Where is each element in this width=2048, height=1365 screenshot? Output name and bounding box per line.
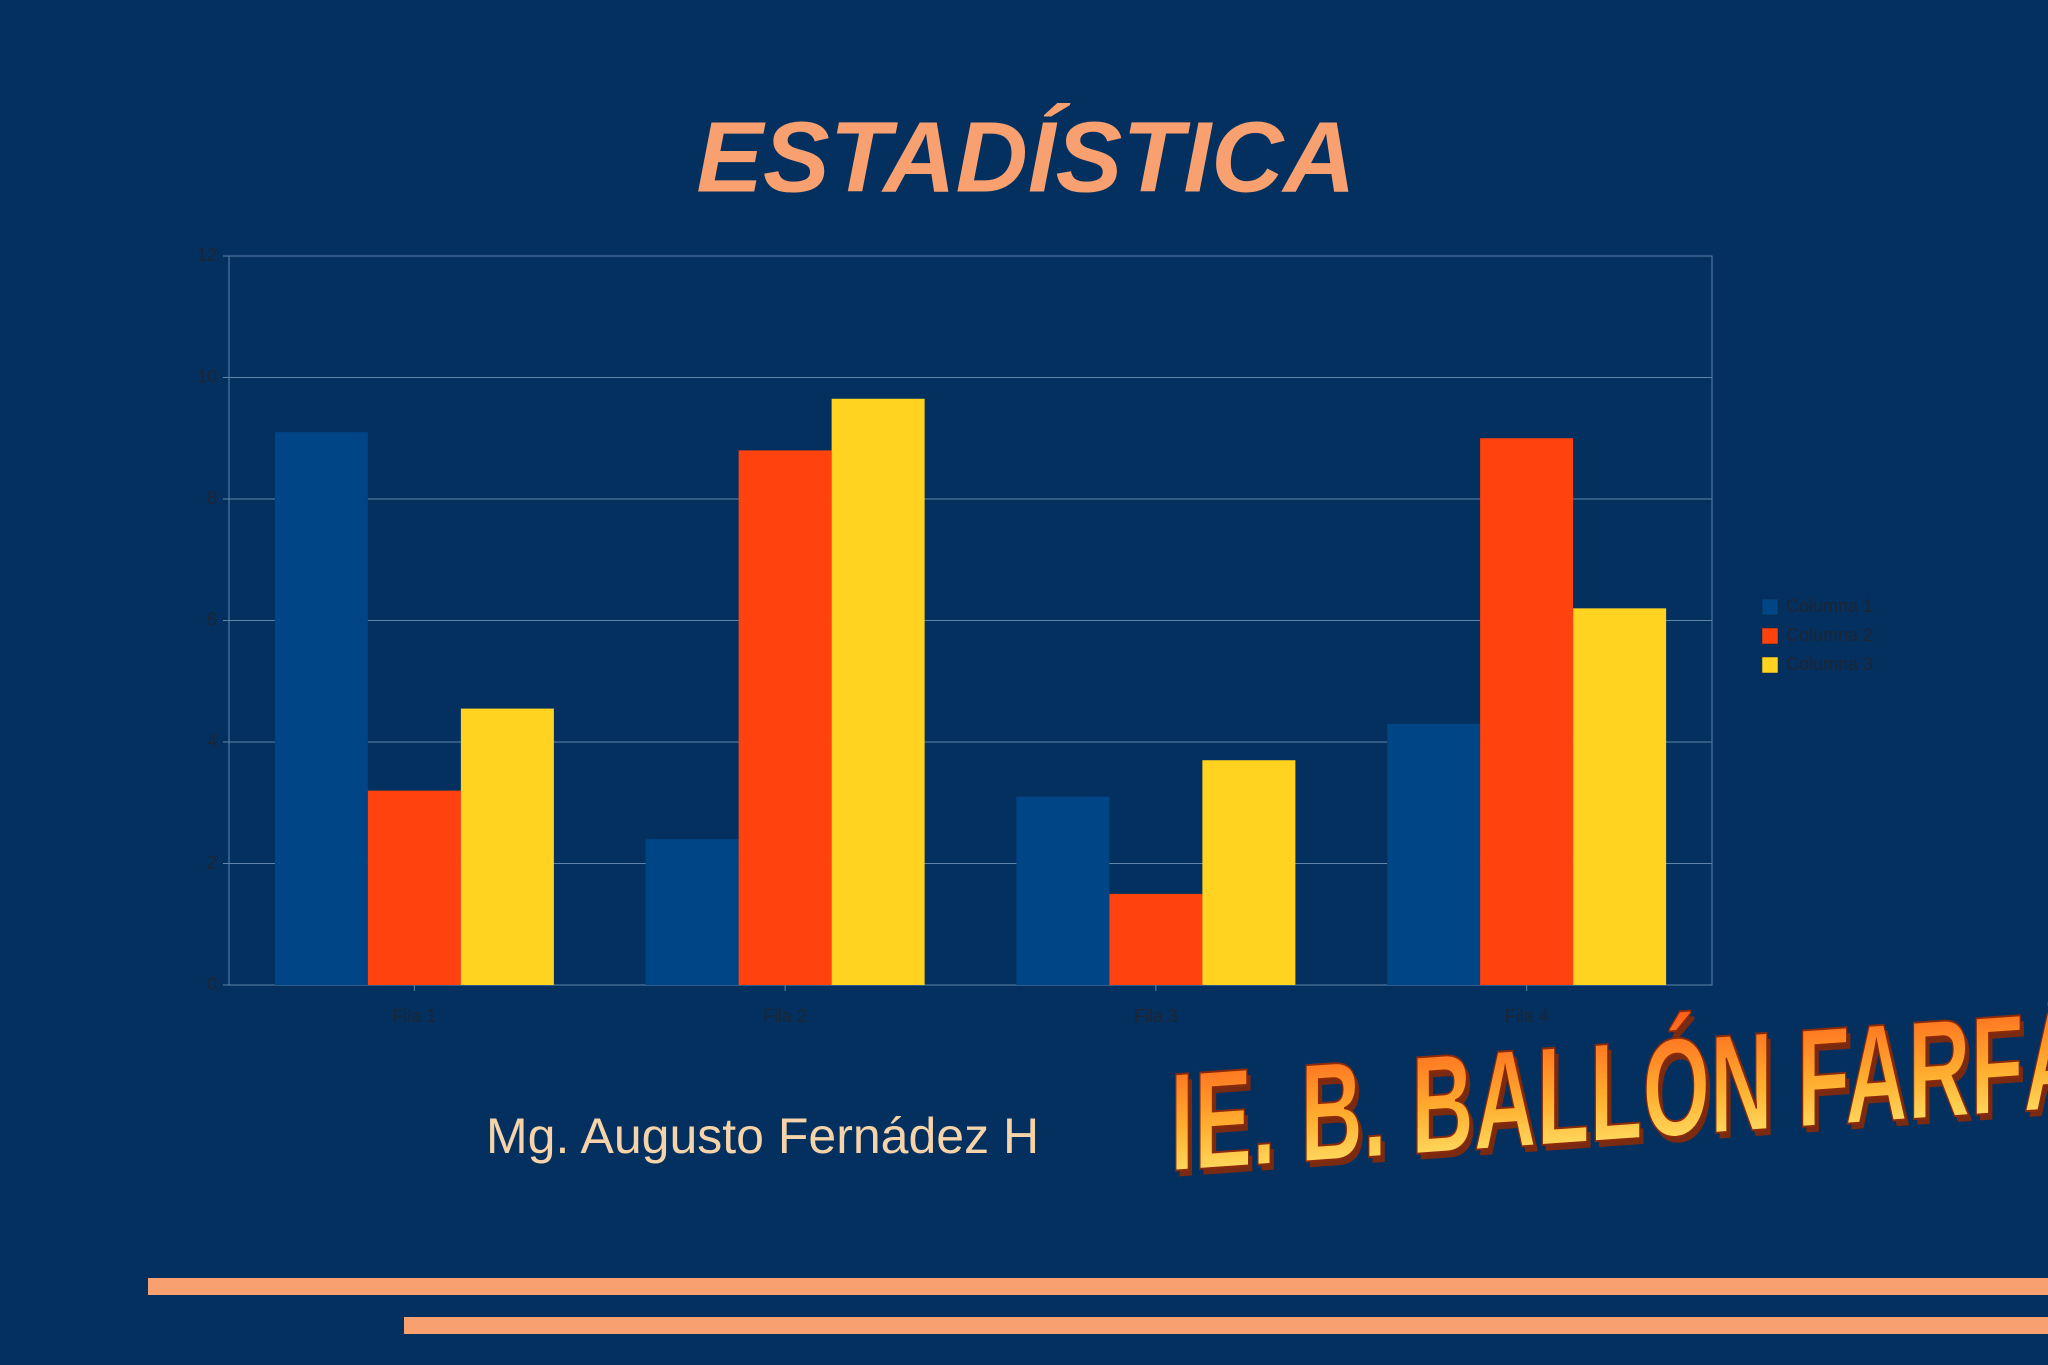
y-tick-label: 0 [207, 974, 217, 994]
y-tick-label: 10 [197, 366, 217, 386]
y-tick-label: 2 [207, 852, 217, 872]
author: Mg. Augusto Fernádez H [486, 1108, 1039, 1164]
x-tick-label: Fila 2 [763, 1006, 807, 1026]
bar [1016, 796, 1110, 985]
bar [1573, 608, 1667, 985]
bar [738, 450, 832, 985]
y-tick-label: 12 [197, 245, 217, 265]
bar [831, 398, 925, 985]
y-tick-label: 8 [207, 488, 217, 508]
bar [460, 708, 554, 985]
legend-label: Columna 3 [1786, 654, 1873, 674]
bar [1202, 760, 1296, 985]
legend-swatch [1761, 627, 1779, 645]
legend-swatch [1761, 598, 1779, 616]
y-tick-label: 6 [207, 609, 217, 629]
decor-bar [404, 1317, 2048, 1334]
bar [1109, 893, 1203, 985]
x-tick-label: Fila 4 [1505, 1006, 1549, 1026]
y-tick-label: 4 [207, 731, 217, 751]
legend-label: Columna 2 [1786, 625, 1873, 645]
bar [274, 432, 368, 985]
legend-label: Columna 1 [1786, 596, 1873, 616]
legend-swatch [1761, 656, 1779, 674]
bar [367, 790, 461, 985]
bar [1387, 723, 1481, 985]
bar [645, 839, 739, 985]
x-tick-label: Fila 1 [392, 1006, 436, 1026]
chart-title: ESTADÍSTICA [696, 101, 1355, 213]
decor-bar [148, 1278, 2048, 1295]
bar [1480, 438, 1574, 985]
x-tick-label: Fila 3 [1134, 1006, 1178, 1026]
